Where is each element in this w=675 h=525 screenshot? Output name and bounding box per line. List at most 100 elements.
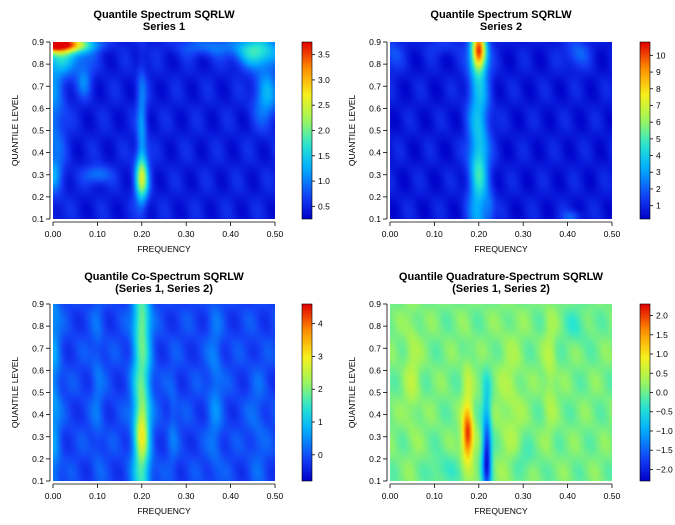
y-tick-label: 0.2 [369,454,381,464]
y-tick-label: 0.5 [369,126,381,136]
colorbar-tick-label: −1.0 [656,426,673,436]
colorbar-tick-label: 1.5 [656,330,668,340]
y-tick-label: 0.9 [369,37,381,47]
y-tick-label: 0.3 [369,170,381,180]
y-tick-label: 0.1 [32,214,44,224]
colorbar-tick-label: 7 [656,100,661,110]
y-tick-label: 0.4 [32,410,44,420]
x-tick-label: 0.40 [222,491,239,501]
chart-title: Quantile Spectrum SQRLW [430,9,572,21]
y-tick-label: 0.7 [369,343,381,353]
colorbar-tick-label: 1 [656,201,661,211]
x-tick-label: 0.40 [559,229,576,239]
x-tick-label: 0.50 [267,491,284,501]
x-tick-label: 0.20 [134,491,151,501]
y-tick-label: 0.1 [369,476,381,486]
colorbar-tick-label: 8 [656,84,661,94]
colorbar [301,41,313,220]
x-tick-label: 0.00 [45,491,62,501]
x-tick-label: 0.30 [178,491,195,501]
y-tick-label: 0.7 [32,343,44,353]
x-tick-label: 0.00 [45,229,62,239]
chart-subtitle: Series 1 [143,21,185,33]
colorbar-tick-label: 3.5 [318,50,330,60]
colorbar [639,41,651,220]
heatmap-image [53,42,275,219]
x-axis-label: FREQUENCY [474,244,528,254]
colorbar-tick-label: 4 [656,151,661,161]
chart-panel-3: Quantile Co-Spectrum SQRLW(Series 1, Ser… [10,271,323,516]
y-tick-label: 0.1 [32,476,44,486]
heatmap-image [390,304,612,481]
y-tick-label: 0.6 [369,103,381,113]
colorbar-tick-label: −2.0 [656,464,673,474]
heatmap-image [390,42,612,219]
x-tick-label: 0.30 [515,229,532,239]
y-tick-label: 0.4 [32,148,44,158]
y-tick-label: 0.2 [32,454,44,464]
y-tick-label: 0.9 [369,299,381,309]
y-tick-label: 0.3 [32,432,44,442]
y-tick-label: 0.8 [369,321,381,331]
y-tick-label: 0.3 [369,432,381,442]
colorbar-tick-label: −1.5 [656,445,673,455]
y-tick-label: 0.8 [32,321,44,331]
x-tick-label: 0.50 [267,229,284,239]
heatmap-image [53,304,275,481]
x-tick-label: 0.10 [89,491,106,501]
y-axis-label: QUANTILE LEVEL [10,357,20,429]
x-tick-label: 0.20 [134,229,151,239]
chart-subtitle: Series 2 [480,21,522,33]
colorbar-tick-label: 0.5 [656,368,668,378]
colorbar-tick-label: 3 [318,351,323,361]
y-tick-label: 0.2 [32,192,44,202]
colorbar-tick-label: 4 [318,319,323,329]
colorbar-tick-label: 2.0 [656,311,668,321]
y-tick-label: 0.6 [32,103,44,113]
x-tick-label: 0.10 [426,229,443,239]
y-tick-label: 0.5 [369,388,381,398]
chart-title: Quantile Co-Spectrum SQRLW [84,271,244,283]
y-axis-label: QUANTILE LEVEL [347,95,357,167]
y-tick-label: 0.9 [32,299,44,309]
colorbar-tick-label: 6 [656,117,661,127]
y-tick-label: 0.4 [369,410,381,420]
x-tick-label: 0.10 [89,229,106,239]
colorbar-tick-label: 0.5 [318,201,330,211]
colorbar [301,303,313,482]
y-tick-label: 0.4 [369,148,381,158]
colorbar-tick-label: 1 [318,417,323,427]
x-axis-label: FREQUENCY [137,506,191,516]
y-tick-label: 0.8 [32,59,44,69]
x-tick-label: 0.40 [222,229,239,239]
x-tick-label: 0.50 [604,229,621,239]
x-tick-label: 0.30 [515,491,532,501]
colorbar-tick-label: 1.0 [656,349,668,359]
colorbar [639,303,651,482]
y-tick-label: 0.5 [32,388,44,398]
x-tick-label: 0.10 [426,491,443,501]
chart-title: Quantile Spectrum SQRLW [93,9,235,21]
y-tick-label: 0.7 [369,81,381,91]
colorbar-tick-label: 3.0 [318,75,330,85]
colorbar-tick-label: 0.0 [656,388,668,398]
colorbar-tick-label: 3 [656,167,661,177]
colorbar-tick-label: 1.0 [318,176,330,186]
y-axis-label: QUANTILE LEVEL [10,95,20,167]
y-tick-label: 0.6 [369,365,381,375]
x-tick-label: 0.30 [178,229,195,239]
colorbar-tick-label: 0 [318,450,323,460]
chart-title: Quantile Quadrature-Spectrum SQRLW [399,271,604,283]
y-tick-label: 0.5 [32,126,44,136]
x-tick-label: 0.40 [559,491,576,501]
colorbar-tick-label: 2 [656,184,661,194]
colorbar-tick-label: 9 [656,67,661,77]
y-tick-label: 0.2 [369,192,381,202]
y-tick-label: 0.7 [32,81,44,91]
y-tick-label: 0.3 [32,170,44,180]
x-axis-label: FREQUENCY [474,506,528,516]
x-axis-label: FREQUENCY [137,244,191,254]
